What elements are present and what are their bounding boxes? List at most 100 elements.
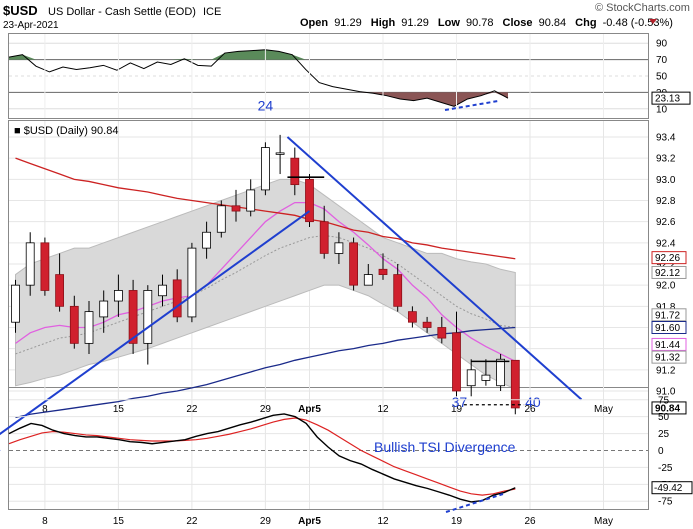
tsi-tick-label: -25 — [658, 463, 673, 474]
ma-long-line — [15, 157, 516, 260]
candle-down — [55, 274, 64, 307]
rsi-tick-label: 50 — [656, 72, 668, 83]
candle-up — [202, 231, 212, 249]
tsi-x-label: 26 — [524, 516, 536, 527]
tsi-panel — [8, 387, 649, 510]
price-value-tag — [651, 350, 687, 364]
candle-down — [407, 311, 417, 323]
brand-label: © StockCharts.com — [595, 2, 690, 14]
price-value-label: 91.72 — [655, 310, 680, 321]
open-value: 91.29 — [334, 17, 362, 29]
candle-up — [363, 274, 373, 286]
ma-navy-line — [15, 326, 516, 419]
tsi-x-label: 15 — [113, 516, 125, 527]
candle-down — [349, 242, 359, 286]
candle-down — [305, 178, 314, 223]
candle-up — [496, 358, 506, 387]
price-tick-label: 91.2 — [656, 365, 676, 376]
candle-up — [84, 311, 94, 344]
tsi-divergence-annotation: Bullish TSI Divergence — [374, 439, 516, 455]
change-down-icon — [649, 19, 657, 24]
ohlc-readout: Open 91.29 High 91.29 Low 90.78 Close 90… — [300, 17, 673, 29]
tsi-divergence-line — [445, 493, 504, 513]
instrument-name: US Dollar - Cash Settle (EOD) ICE — [48, 6, 221, 18]
tsi-x-label: Apr5 — [298, 516, 321, 527]
price-value-tag — [651, 308, 687, 322]
tsi-x-label: 22 — [186, 516, 198, 527]
rsi-tick-label: 90 — [656, 39, 668, 50]
price-tick-label: 93.4 — [656, 133, 676, 144]
price-value-tag — [651, 251, 687, 265]
close-label: Close — [503, 17, 533, 29]
candle-up — [25, 242, 35, 286]
change-value: -0.48 (-0.53%) — [603, 17, 673, 29]
rsi-value-tag — [651, 91, 691, 105]
candle-up — [158, 284, 167, 297]
price-annotation: 37 — [452, 394, 468, 410]
rsi-value-label: 23.13 — [655, 94, 680, 105]
price-tick-label: 91.0 — [656, 387, 676, 398]
high-label: High — [371, 17, 396, 29]
rsi-tick-label: 70 — [656, 55, 668, 66]
candle-up — [260, 147, 270, 191]
candle-down — [422, 321, 432, 328]
price-value-label: 90.84 — [655, 403, 680, 414]
price-tick-label: 92.8 — [656, 196, 676, 207]
rsi-layer: 907050301023.13 — [8, 39, 691, 115]
candle-down — [128, 290, 138, 344]
ma-short-line — [15, 201, 516, 362]
price-value-label: 91.44 — [655, 340, 680, 351]
change-label: Chg — [575, 17, 596, 29]
candle-up — [246, 189, 256, 212]
candle-up — [216, 205, 226, 233]
candle-up — [143, 290, 153, 344]
tsi-x-label: 19 — [451, 516, 463, 527]
tsi-tick-label: 50 — [658, 412, 670, 423]
price-legend-label: $USD (Daily) 90.84 — [24, 125, 119, 137]
date-label: 23-Apr-2021 — [3, 20, 59, 31]
rsi-tick-label: 10 — [656, 104, 668, 115]
price-value-tag — [651, 401, 687, 415]
instrument-full-name: US Dollar - Cash Settle (EOD) — [48, 6, 196, 18]
trendline — [286, 136, 583, 401]
tsi-value-label: -49.42 — [654, 483, 683, 494]
price-x-label: 15 — [113, 404, 125, 415]
exchange-label: ICE — [203, 6, 221, 18]
tsi-tick-label: -75 — [658, 497, 673, 508]
candle-down — [231, 205, 241, 212]
price-x-label: 22 — [186, 404, 198, 415]
price-x-label: May — [594, 404, 613, 415]
rsi-divergence-line — [444, 100, 499, 111]
price-x-label: 19 — [451, 404, 463, 415]
candle-up — [334, 242, 344, 254]
price-tick-label: 92.6 — [656, 217, 676, 228]
candle-down — [393, 274, 403, 307]
candle-down — [40, 242, 50, 291]
price-annotation: 40 — [525, 394, 541, 410]
tsi-signal-line — [8, 417, 516, 496]
price-x-label: 12 — [377, 404, 389, 415]
price-tick-label: 93.2 — [656, 154, 676, 165]
candle-down — [437, 327, 447, 339]
tsi-x-label: 8 — [42, 516, 48, 527]
price-legend-swatch: ■ — [14, 125, 24, 137]
price-tick-label: 92.4 — [656, 238, 676, 249]
price-value-tag — [651, 265, 687, 279]
price-value-label: 91.32 — [655, 353, 680, 364]
candle-down — [452, 332, 461, 392]
candle-up — [99, 300, 109, 318]
low-label: Low — [438, 17, 460, 29]
bollinger-mid-line — [15, 234, 516, 355]
tsi-tick-label: 0 — [658, 446, 664, 457]
tsi-tick-label: 25 — [658, 429, 670, 440]
price-x-label: Apr5 — [298, 404, 321, 415]
candle-down — [510, 359, 520, 409]
tsi-x-label: 29 — [260, 516, 272, 527]
tsi-line — [8, 413, 516, 503]
open-label: Open — [300, 17, 328, 29]
rsi-oversold-fill — [9, 92, 508, 107]
candle-up — [466, 369, 476, 387]
tsi-value-tag — [651, 481, 693, 495]
price-x-label: 29 — [260, 404, 272, 415]
